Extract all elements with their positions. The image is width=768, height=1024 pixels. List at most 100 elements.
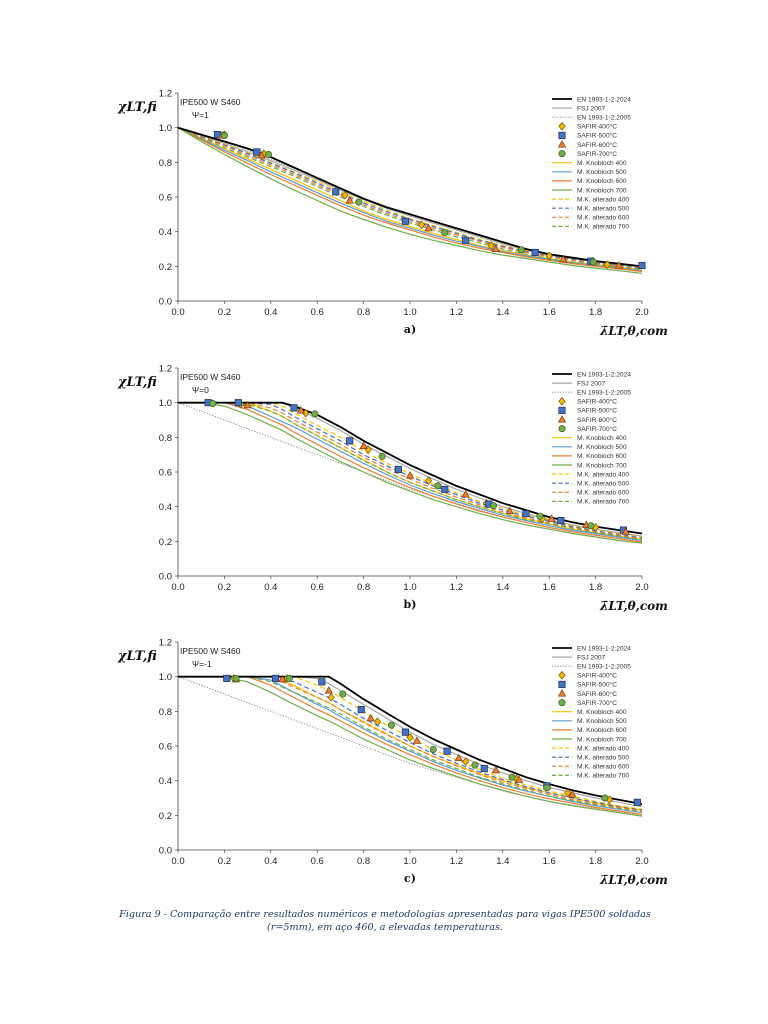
legend-label: EN 1993-1-2:2005 xyxy=(577,390,631,397)
y-tick-label: 0.0 xyxy=(159,297,172,308)
legend-label: SAFIR-500°C xyxy=(577,681,617,689)
point-safir-700-c xyxy=(311,410,319,418)
x-tick-label: 1.4 xyxy=(496,582,509,593)
point-safir-700-c xyxy=(285,674,293,682)
x-axis-label: λ̄LT,θ,com xyxy=(599,599,668,613)
legend-label: M. Knobloch 500 xyxy=(577,718,627,725)
legend-label: M.K. alterado 700 xyxy=(577,499,629,506)
point-safir-600-c xyxy=(461,490,470,498)
point-safir-700-c xyxy=(387,721,395,729)
legend: EN 1993-1-2:2024 FSJ 2007 EN 1993-1-2:2005… xyxy=(552,96,631,231)
x-tick-label: 0.6 xyxy=(311,582,324,593)
point-safir-700-c xyxy=(589,258,597,266)
series-en-1993-1-2-2024 xyxy=(178,675,643,805)
legend-label: M.K. alterado 500 xyxy=(577,481,629,488)
legend-label: SAFIR-600°C xyxy=(577,416,617,424)
points-safir-600-c xyxy=(217,131,623,269)
point-safir-500-c xyxy=(531,248,539,257)
inset-psi: Ψ=0 xyxy=(192,385,209,395)
y-tick-label: 0.6 xyxy=(159,742,172,753)
x-tick-label: 0.8 xyxy=(357,582,370,593)
series-m-knobloch-700 xyxy=(178,676,643,817)
series-fsj-2007 xyxy=(178,402,643,537)
point-safir-700-c xyxy=(490,502,498,510)
y-tick-label: 0.6 xyxy=(159,193,172,204)
inset-psi: Ψ=1 xyxy=(192,110,209,120)
series-m-knobloch-700 xyxy=(177,127,643,274)
series-m-knobloch-500 xyxy=(178,402,643,542)
legend-label: M. Knobloch 700 xyxy=(577,187,627,194)
legend-marker-safir-600-c xyxy=(557,415,567,423)
inset-psi: Ψ=-1 xyxy=(192,659,212,669)
legend: EN 1993-1-2:2024 FSJ 2007 EN 1993-1-2:2005… xyxy=(552,371,631,506)
y-tick-label: 1.0 xyxy=(159,398,172,409)
legend-label: SAFIR-700°C xyxy=(577,150,617,158)
y-tick-label: 0.8 xyxy=(159,707,172,718)
y-tick-label: 1.0 xyxy=(159,672,172,683)
legend-marker-safir-500-c xyxy=(558,131,566,139)
series-m-k-alterado-600 xyxy=(178,402,643,540)
point-safir-400-c xyxy=(564,788,572,798)
point-safir-700-c xyxy=(543,784,551,792)
inset-title: IPE500 W S460 xyxy=(180,646,241,656)
point-safir-500-c xyxy=(253,148,261,156)
x-tick-label: 1.6 xyxy=(543,307,556,318)
point-safir-700-c xyxy=(355,198,363,206)
x-tick-label: 0.0 xyxy=(171,582,184,593)
series-m-k-alterado-700 xyxy=(178,402,643,541)
legend-label: M.K. alterado 400 xyxy=(577,745,629,752)
point-safir-700-c xyxy=(434,482,442,490)
point-safir-600-c xyxy=(278,674,287,683)
x-tick-label: 2.0 xyxy=(635,582,648,593)
series-m-k-alterado-400 xyxy=(178,402,643,538)
legend-label: FSJ 2007 xyxy=(577,654,606,661)
legend-label: M.K. alterado 600 xyxy=(577,764,629,771)
point-safir-700-c xyxy=(517,246,525,254)
legend-label: SAFIR-400°C xyxy=(577,123,617,131)
x-tick-label: 0.2 xyxy=(218,856,231,867)
x-tick-label: 1.2 xyxy=(450,856,463,867)
chart-a: 0.0 0.2 0.4 0.6 0.8 1.0 1.2 1.4 1.6 1.8 2.0 0.0 0.2 0… xyxy=(110,85,670,355)
point-safir-400-c xyxy=(603,260,611,269)
point-safir-600-c xyxy=(257,151,266,159)
legend-label: EN 1993-1-2:2024 xyxy=(577,371,631,378)
legend-label: EN 1993-1-2:2024 xyxy=(577,96,631,103)
point-safir-600-c xyxy=(505,506,514,514)
point-safir-600-c xyxy=(614,261,623,269)
point-safir-500-c xyxy=(290,404,298,412)
series-m-knobloch-700 xyxy=(178,402,643,544)
point-safir-700-c xyxy=(232,674,240,682)
point-safir-500-c xyxy=(638,261,646,270)
legend-label: M.K. alterado 700 xyxy=(577,224,629,231)
y-tick-label: 1.0 xyxy=(159,123,172,134)
point-safir-700-c xyxy=(429,745,437,753)
legend-label: EN 1993-1-2:2005 xyxy=(577,115,631,122)
legend-label: M. Knobloch 500 xyxy=(577,444,627,451)
y-tick-label: 0.4 xyxy=(159,776,172,787)
legend-label: FSJ 2007 xyxy=(577,105,606,112)
point-safir-600-c xyxy=(324,686,333,694)
legend-label: SAFIR-500°C xyxy=(577,132,617,140)
y-tick-label: 0.6 xyxy=(159,468,172,479)
legend-label: M.K. alterado 600 xyxy=(577,215,629,222)
points-safir-700-c xyxy=(209,400,595,530)
legend-marker-safir-700-c xyxy=(558,425,566,433)
series-en-1993-1-2-2024 xyxy=(177,126,643,268)
point-safir-500-c xyxy=(401,217,409,225)
point-safir-700-c xyxy=(601,794,609,802)
point-safir-500-c xyxy=(557,516,565,525)
x-tick-label: 1.8 xyxy=(589,856,602,867)
x-axis-label: λ̄LT,θ,com xyxy=(599,324,668,338)
panel-label: b) xyxy=(404,598,417,611)
figure-caption: Figura 9 - Comparação entre resultados n… xyxy=(119,909,651,933)
point-safir-400-c xyxy=(373,717,382,726)
series-m-k-alterado-700 xyxy=(178,676,643,813)
legend-label: M. Knobloch 700 xyxy=(577,462,627,469)
legend-label: M. Knobloch 500 xyxy=(577,169,627,176)
x-tick-label: 1.6 xyxy=(543,582,556,593)
legend-marker-safir-600-c xyxy=(557,689,567,697)
series-m-knobloch-600 xyxy=(178,402,643,543)
point-safir-700-c xyxy=(378,452,386,460)
point-safir-600-c xyxy=(514,775,524,783)
